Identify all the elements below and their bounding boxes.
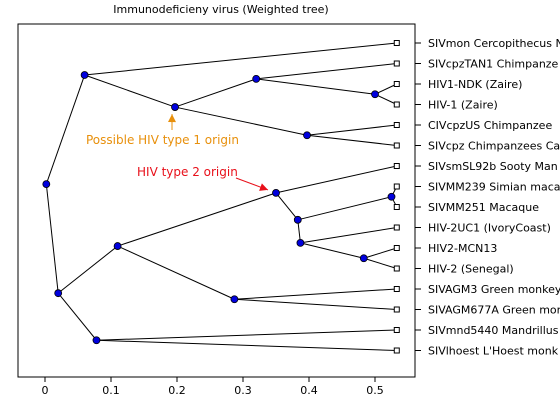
leaf-label: HIV-2UC1 (IvoryCoast) [428,222,551,235]
leaf-label: SIVcpz Chimpanzees Ca [428,140,560,153]
node-marker-n_root [54,289,63,298]
leaf-marker [393,265,400,272]
branch-n_k-L12 [234,288,397,300]
leaf-label: SIVlhoest L'Hoest monk [428,345,559,358]
leaf-label: SIVMM239 Simian maca [428,181,560,194]
node-marker-n_m [387,192,396,201]
leaf-label: SIVAGM3 Green monkey [428,283,560,296]
x-tick-label: 0.4 [300,384,318,397]
x-tick-label: 0.3 [234,384,252,397]
branch-n_h-L6 [275,165,397,194]
x-tick-label: 0.5 [366,384,384,397]
branch-n_d-L2 [374,83,397,95]
node-marker-n_n [359,254,368,263]
annotation-arrow-head [168,114,177,123]
leaf-label: SIVmnd5440 Mandrillus [428,324,559,337]
branch-n_j-L9 [300,227,397,244]
leaf-label: SIVMM251 Macaque [428,201,539,214]
leaf-marker [393,204,400,210]
leaf-marker [393,81,400,87]
leaf-marker [393,101,400,108]
x-tick-label: 0.1 [102,384,120,397]
leaf-marker [393,163,400,169]
branch-n_a-L0 [84,42,397,76]
branch-n_n-L10 [363,247,397,259]
branch-n_d-L3 [374,93,397,105]
branch-n_hiv1-n_root [45,184,59,294]
node-marker-n_c [252,74,261,83]
leaf-marker [393,327,400,333]
branch-n_b-n_c [174,78,257,108]
branch-n_f-L4 [306,124,397,136]
leaf-marker [393,183,400,190]
x-axis: 0 0.1 0.2 0.3 0.4 0.5 [42,377,384,397]
x-tick-label: 0.2 [168,384,186,397]
leaf-marker [393,40,400,46]
branch-n_l-L15 [96,339,397,351]
node-marker-n_d [371,90,379,99]
leaf-label: SIVsmSL92b Sooty Man [428,160,558,173]
branch-n_hiv1-n_a [45,74,86,185]
node-marker-n_hiv1 [42,180,51,188]
leaf-marker [393,245,400,251]
branch-n_g-n_k [117,245,235,300]
branch-n_l-L14 [96,329,397,341]
annotations: Possible HIV type 1 origin HIV type 2 ori… [86,114,269,191]
leaf-markers [393,40,400,354]
leaf-label: SIVAGM677A Green mon [428,304,560,317]
branch-n_i-n_m [297,196,392,221]
branch-n_n-L11 [363,257,397,269]
node-marker-n_g [113,242,122,250]
branch-n_k-L13 [234,298,397,310]
branch-n_j-n_n [300,242,364,259]
branch-lines [45,42,398,351]
leaf-label: SIVmon Cercopithecus N [428,37,560,50]
branch-n_g-n_h [117,192,277,247]
node-marker-n_b [171,103,179,111]
node-marker-n_a [80,71,89,79]
node-marker-n_k [230,295,239,304]
leaf-label: HIV1-NDK (Zaire) [428,78,522,91]
branch-n_b-n_f [174,106,308,136]
node-marker-n_l [92,336,101,345]
branch-n_f-L5 [306,134,397,146]
annotation-label: Possible HIV type 1 origin [86,133,239,147]
leaf-marker [393,224,400,231]
node-marker-n_j [296,238,305,247]
node-marker-n_f [303,131,311,140]
branch-n_a-n_b [84,74,176,108]
leaf-labels: SIVmon Cercopithecus N SIVcpzTAN1 Chimpan… [415,37,560,358]
leaf-label: SIVcpzTAN1 Chimpanze [428,58,559,71]
leaf-marker [393,60,400,67]
leaf-marker [393,306,400,313]
node-marker-n_h [272,189,280,197]
chart-title: Immunodeficieny virus (Weighted tree) [113,3,328,16]
branch-n_h-n_i [275,192,299,221]
branch-n_root-n_g [57,245,118,294]
plot-frame [17,23,416,378]
leaf-label: CIVcpzUS Chimpanzee [428,119,552,132]
branch-n_c-n_d [256,78,376,95]
leaf-marker [393,347,400,354]
leaf-label: HIV-1 (Zaire) [428,99,498,112]
annotation-label: HIV type 2 origin [137,165,238,179]
branch-n_c-L1 [256,63,397,80]
node-marker-n_i [293,215,302,224]
leaf-marker [393,122,400,128]
leaf-label: HIV-2 (Senegal) [428,263,514,276]
branch-n_root-n_l [57,292,97,341]
x-tick-label: 0 [42,384,49,397]
node-markers [42,71,396,345]
leaf-marker [393,142,400,149]
leaf-marker [393,286,400,292]
leaf-label: HIV2-MCN13 [428,242,497,255]
annotation-arrow-head [259,183,268,191]
